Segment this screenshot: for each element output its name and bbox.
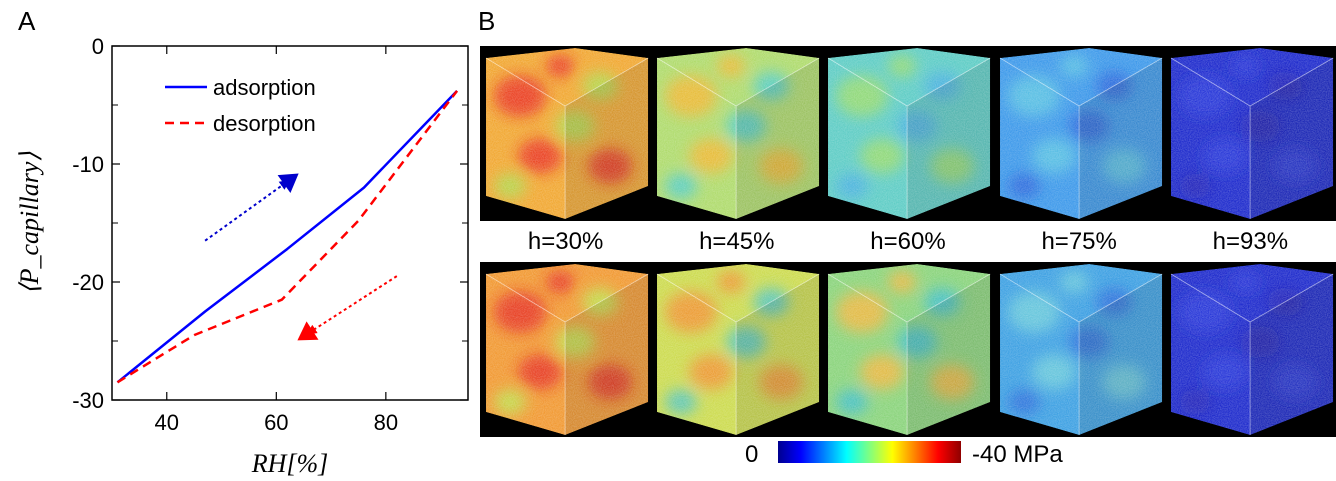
stress-cube: [480, 262, 651, 437]
x-tick-label: 60: [264, 410, 288, 435]
y-axis-label: ⟨P_capillary⟩: [15, 151, 44, 294]
stress-cube: [994, 46, 1165, 221]
x-tick-label: 80: [374, 410, 398, 435]
humidity-label-row: h=30% h=45% h=60% h=75% h=93%: [480, 224, 1336, 260]
humidity-label: h=30%: [527, 228, 604, 255]
arrow-head: [277, 173, 299, 193]
y-tick-label: -20: [72, 270, 104, 295]
panel-label-b: B: [478, 6, 496, 36]
humidity-label: h=93%: [1212, 228, 1289, 255]
x-tick-label: 40: [155, 410, 179, 435]
y-tick-label: 0: [92, 34, 104, 59]
stress-cube: [1165, 46, 1336, 221]
panel-label-a: A: [18, 6, 36, 36]
capillary-pressure-chart: 40 60 80 0 -10 -20 -30 RH[%] ⟨P_capillary⟩ adsor…: [15, 34, 469, 478]
chart-legend: adsorption desorption: [165, 75, 316, 136]
humidity-label: h=45%: [699, 228, 775, 255]
x-axis-label: RH[%]: [251, 449, 329, 478]
humidity-label: h=60%: [870, 228, 946, 255]
stress-cube: [994, 262, 1165, 437]
colorbar-max-label: -40 MPa: [972, 441, 1063, 468]
legend-label-adsorption: adsorption: [213, 75, 316, 100]
direction-arrow: [306, 275, 398, 335]
legend-label-desorption: desorption: [213, 111, 316, 136]
desorption-cube-row: [480, 262, 1336, 437]
y-tick-label: -10: [72, 152, 104, 177]
y-tick-label: -30: [72, 388, 104, 413]
colorbar: [778, 441, 961, 463]
adsorption-cube-row: [480, 46, 1336, 221]
stress-cube: [1165, 262, 1336, 437]
series-line-adsorption: [116, 89, 458, 384]
arrow-head: [297, 321, 319, 341]
stress-cube: [822, 262, 993, 437]
stress-cube: [822, 46, 993, 221]
humidity-label: h=75%: [1041, 228, 1117, 255]
colorbar-min-label: 0: [745, 441, 759, 468]
stress-cube: [480, 46, 651, 221]
stress-cube: [651, 262, 822, 437]
stress-cube: [651, 46, 822, 221]
direction-arrow: [204, 179, 290, 242]
series-line-desorption: [116, 90, 459, 384]
